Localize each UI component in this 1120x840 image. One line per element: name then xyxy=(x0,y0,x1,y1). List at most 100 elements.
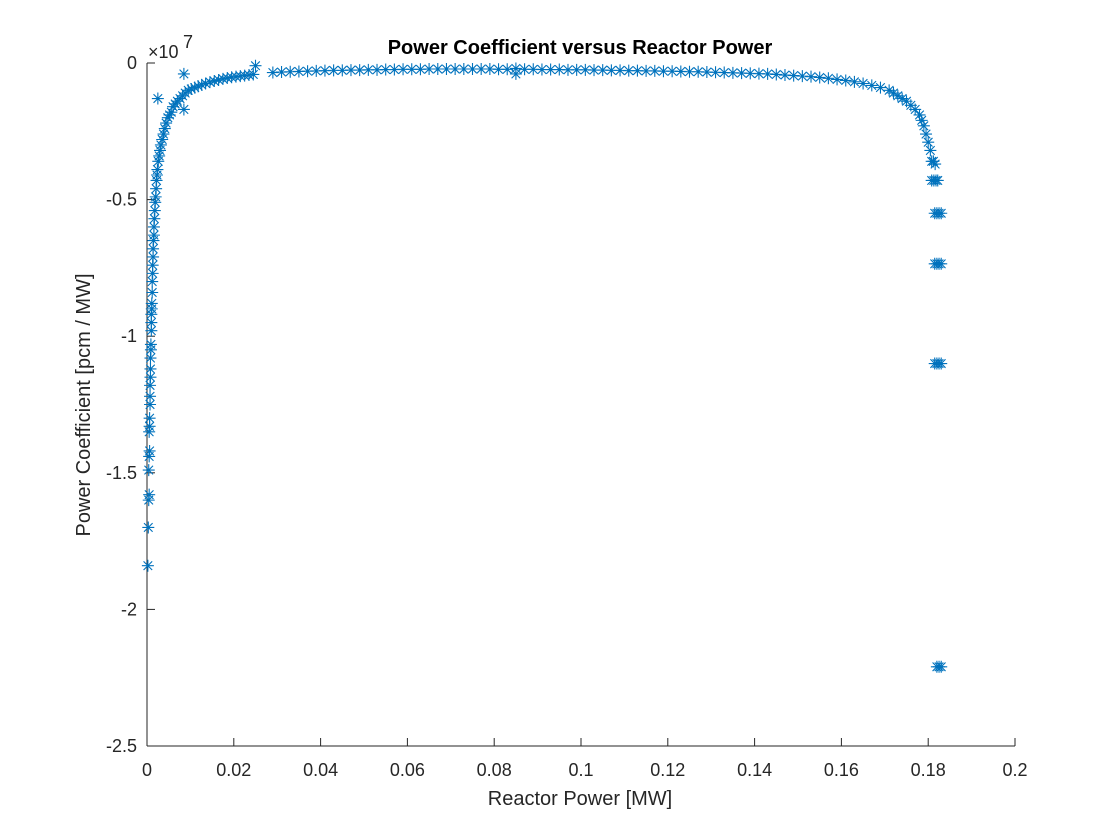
data-point xyxy=(292,65,305,78)
data-point xyxy=(144,398,157,411)
data-point xyxy=(266,66,279,79)
data-point xyxy=(614,64,627,77)
data-point xyxy=(185,82,198,95)
data-point xyxy=(848,75,861,88)
data-point xyxy=(787,69,800,82)
data-point xyxy=(544,63,557,76)
data-point xyxy=(700,66,713,79)
data-markers xyxy=(141,59,948,673)
data-point xyxy=(145,324,158,337)
x-tick-label: 0.2 xyxy=(1002,760,1027,780)
data-point xyxy=(896,92,909,105)
data-point xyxy=(518,63,531,76)
data-point xyxy=(857,77,870,90)
y-tick-label: -1.5 xyxy=(106,463,137,483)
data-point xyxy=(553,63,566,76)
data-point xyxy=(527,63,540,76)
data-point xyxy=(924,144,937,157)
x-tick-label: 0 xyxy=(142,760,152,780)
y-exponent-base: ×10 xyxy=(148,42,179,62)
data-point xyxy=(143,420,156,433)
data-point xyxy=(143,488,156,501)
data-point xyxy=(822,72,835,85)
data-point xyxy=(146,275,159,288)
data-point xyxy=(379,63,392,76)
x-tick-label: 0.02 xyxy=(216,760,251,780)
data-point xyxy=(640,64,653,77)
data-point xyxy=(216,72,229,85)
x-tick-label: 0.04 xyxy=(303,760,338,780)
data-point xyxy=(147,242,160,255)
data-point xyxy=(212,73,225,86)
data-point xyxy=(146,267,159,280)
data-point xyxy=(275,66,288,79)
data-point xyxy=(931,174,944,187)
data-point xyxy=(318,64,331,77)
x-tick-label: 0.08 xyxy=(477,760,512,780)
x-tick-label: 0.06 xyxy=(390,760,425,780)
data-point xyxy=(915,114,928,127)
data-point xyxy=(883,84,896,97)
data-point xyxy=(371,63,384,76)
data-point xyxy=(163,108,176,121)
data-point xyxy=(301,65,314,78)
data-point xyxy=(805,70,818,83)
data-point xyxy=(146,259,159,272)
data-point xyxy=(666,65,679,78)
data-point xyxy=(466,63,479,76)
data-point xyxy=(927,155,940,168)
x-ticks: 0 0.02 0.04 0.06 0.08 0.1 0.12 0.14 0.16 0.18 0.2 xyxy=(142,738,1028,780)
data-point xyxy=(935,257,948,270)
data-point xyxy=(579,63,592,76)
data-point xyxy=(151,163,164,176)
data-point xyxy=(813,71,826,84)
data-point xyxy=(831,73,844,86)
data-point xyxy=(154,144,167,157)
data-point xyxy=(657,65,670,78)
data-point xyxy=(192,80,205,93)
data-point xyxy=(431,63,444,76)
data-point xyxy=(891,89,904,102)
data-point xyxy=(156,133,169,146)
data-point xyxy=(423,63,436,76)
data-point xyxy=(744,67,757,80)
data-point xyxy=(561,63,574,76)
data-point xyxy=(141,559,154,572)
data-point xyxy=(483,63,496,76)
data-point xyxy=(149,190,162,203)
data-point xyxy=(208,75,221,88)
y-exponent-label: ×10 7 xyxy=(148,32,193,62)
data-point xyxy=(535,63,548,76)
data-point xyxy=(761,67,774,80)
data-point xyxy=(165,106,178,119)
data-point xyxy=(161,111,174,124)
data-point xyxy=(195,78,208,91)
data-point xyxy=(336,64,349,77)
data-point xyxy=(148,212,161,225)
y-axis-label: Power Coefficient [pcm / MW] xyxy=(73,273,95,536)
data-point xyxy=(142,464,155,477)
y-ticks: 0 -0.5 -1 -1.5 -2 -2.5 xyxy=(106,53,155,756)
data-point xyxy=(778,69,791,82)
data-point xyxy=(796,70,809,83)
data-point xyxy=(142,521,155,534)
data-point xyxy=(144,379,157,392)
data-point xyxy=(177,67,190,80)
data-point xyxy=(874,81,887,94)
data-point xyxy=(397,63,410,76)
x-tick-label: 0.18 xyxy=(911,760,946,780)
data-point xyxy=(177,103,190,116)
plot-area xyxy=(147,63,1015,746)
data-point xyxy=(501,63,514,76)
data-point xyxy=(327,64,340,77)
data-point xyxy=(920,128,933,141)
data-point xyxy=(752,67,765,80)
data-point xyxy=(922,136,935,149)
data-point xyxy=(674,65,687,78)
data-point xyxy=(887,87,900,100)
data-point xyxy=(475,63,488,76)
data-point xyxy=(631,64,644,77)
data-point xyxy=(683,65,696,78)
data-point xyxy=(735,67,748,80)
